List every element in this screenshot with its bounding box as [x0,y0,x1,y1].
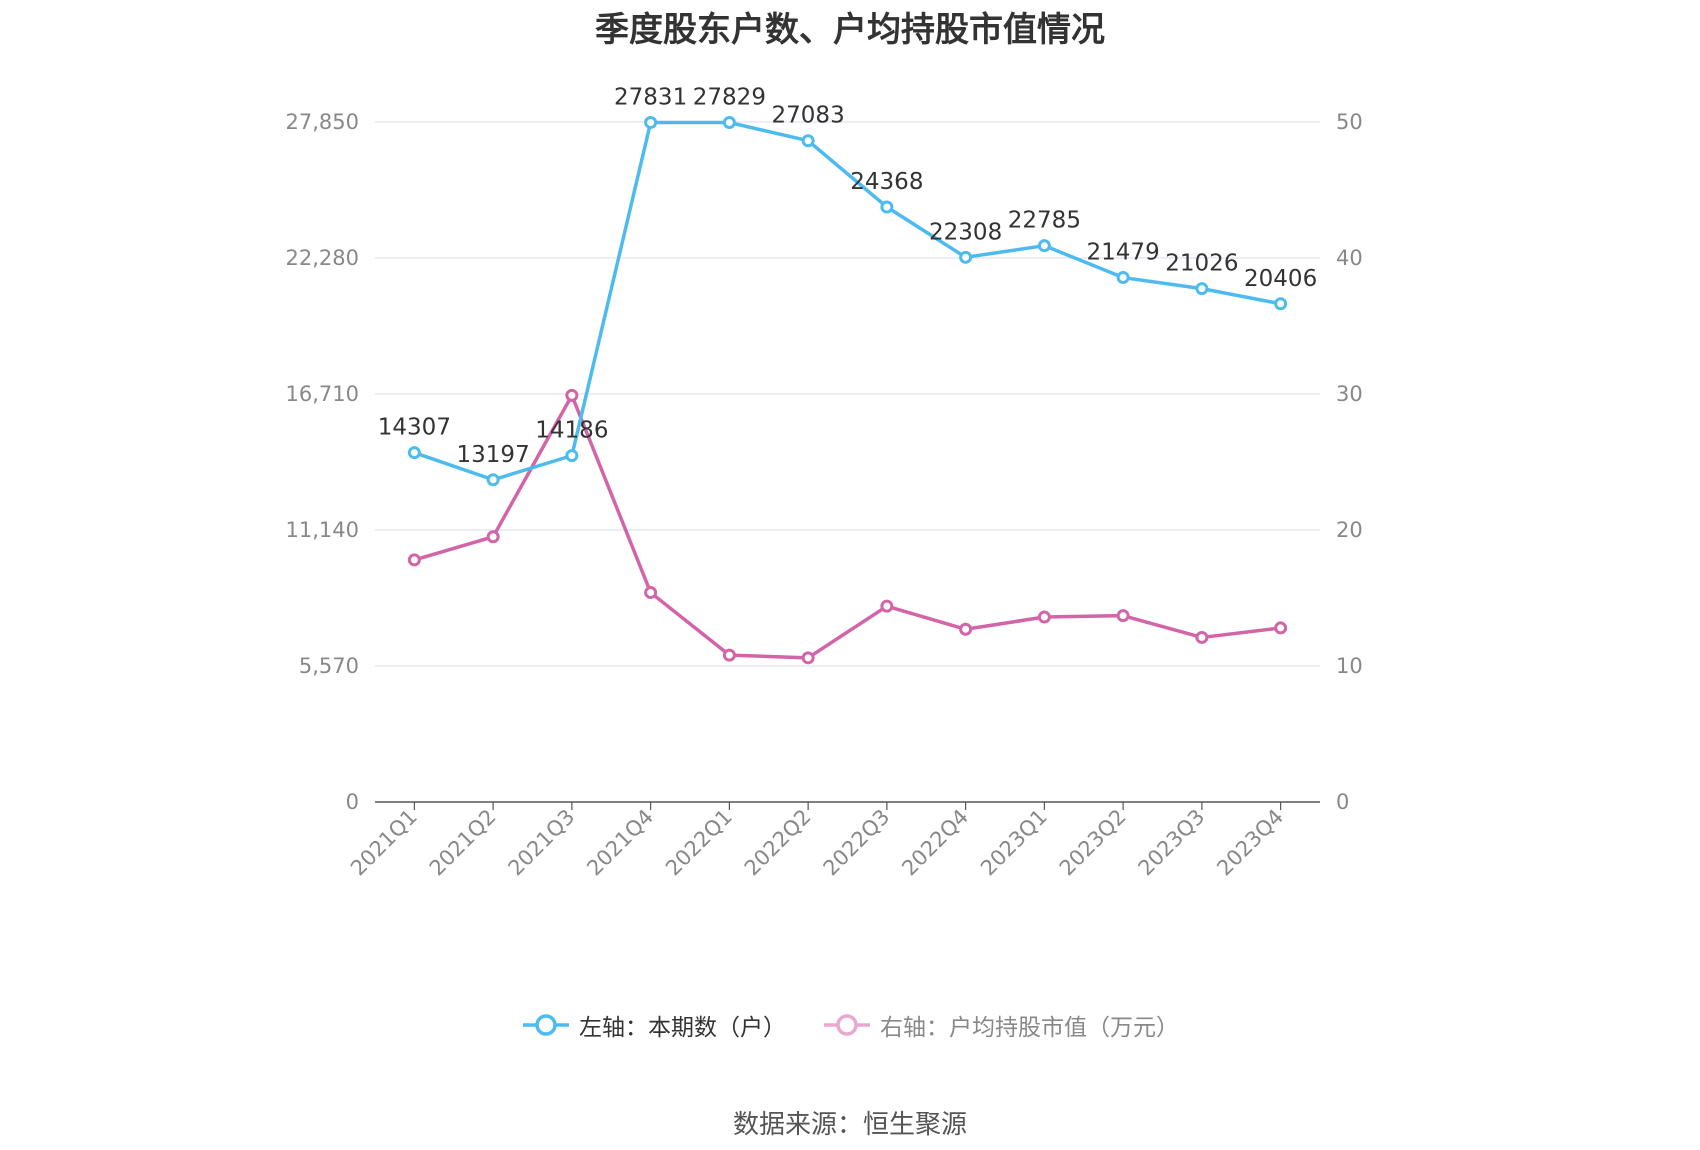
series-left-point [722,116,736,130]
series-left-point [1037,239,1051,253]
left-tick-label: 22,280 [286,246,359,270]
data-label: 24368 [850,169,923,195]
data-label: 14186 [535,418,608,444]
left-tick-label: 5,570 [299,654,359,678]
series-left-point [1116,271,1130,285]
data-label: 13197 [457,442,530,468]
legend-right-marker-icon [824,1014,870,1036]
series-left-point [486,473,500,487]
data-label: 27831 [614,84,687,110]
series-right-point [644,586,658,600]
right-axis-ticks: 0 10 20 30 40 50 [1336,110,1363,814]
series-left-point [801,134,815,148]
x-tick-label: 2023Q2 [1055,805,1131,881]
series-left-point [407,446,421,460]
series-left-point [1274,297,1288,311]
left-tick-label: 11,140 [286,518,359,542]
series-right-point [1195,630,1209,644]
legend-item-right[interactable]: 右轴：户均持股市值（万元） [822,1008,1179,1042]
right-tick-label: 40 [1336,246,1363,270]
series-right-point [1116,609,1130,623]
series-left-point [880,200,894,214]
data-label: 14307 [378,415,451,441]
series-right-point [486,530,500,544]
series-right-point [1037,610,1051,624]
left-tick-label: 27,850 [286,110,359,134]
series-left-point [644,115,658,129]
data-label: 21479 [1087,240,1160,266]
left-tick-label: 16,710 [286,382,359,406]
series-right-point [801,651,815,665]
series-left-point [565,449,579,463]
data-label: 22785 [1008,208,1081,234]
series-left-line [413,120,1281,482]
right-tick-label: 10 [1336,654,1363,678]
right-tick-label: 0 [1336,790,1349,814]
right-tick-label: 30 [1336,382,1363,406]
legend-item-left[interactable]: 左轴：本期数（户） [521,1008,786,1042]
x-tick-label: 2022Q4 [897,805,973,881]
x-tick-label: 2023Q4 [1212,805,1288,881]
x-tick-label: 2021Q3 [504,805,580,881]
series-right-line [413,393,1281,660]
legend-right-label: 右轴：户均持股市值（万元） [880,1015,1179,1041]
series-right-point [722,648,736,662]
legend: 左轴：本期数（户） 右轴：户均持股市值（万元） [0,1008,1700,1042]
right-tick-label: 20 [1336,518,1363,542]
x-tick-label: 2022Q1 [661,805,737,881]
x-tick-label: 2021Q4 [582,805,658,881]
legend-left-marker-icon [523,1014,569,1036]
series-right-point [1274,621,1288,635]
series-right-point [407,553,421,567]
x-tick-label: 2021Q2 [425,805,501,881]
series-right [407,388,1288,665]
chart-title: 季度股东户数、户均持股市值情况 [595,10,1105,50]
right-tick-label: 50 [1336,110,1363,134]
left-tick-label: 0 [346,790,359,814]
series-right-point [959,622,973,636]
x-tick-label: 2022Q2 [740,805,816,881]
data-label: 27829 [693,85,766,111]
series-left [407,115,1288,487]
data-label: 21026 [1165,251,1238,277]
x-tick-label: 2022Q3 [819,805,895,881]
left-axis-ticks: 0 5,570 11,140 16,710 22,280 27,850 [286,110,359,814]
data-label: 27083 [772,103,845,129]
series-left-point [959,250,973,264]
x-axis-ticks: 2021Q1 2021Q2 2021Q3 2021Q4 2022Q1 2022Q2 2022… [346,802,1288,880]
x-tick-label: 2021Q1 [346,805,422,881]
legend-left-label: 左轴：本期数（户） [579,1015,786,1041]
x-tick-label: 2023Q1 [976,805,1052,881]
data-label: 20406 [1244,266,1317,292]
series-right-point [565,388,579,402]
series-left-point [1195,282,1209,296]
grid-lines [375,121,1320,667]
data-label: 22308 [929,219,1002,245]
x-tick-label: 2023Q3 [1134,805,1210,881]
source-note: 数据来源：恒生聚源 [732,1110,967,1140]
series-right-point [880,599,894,613]
